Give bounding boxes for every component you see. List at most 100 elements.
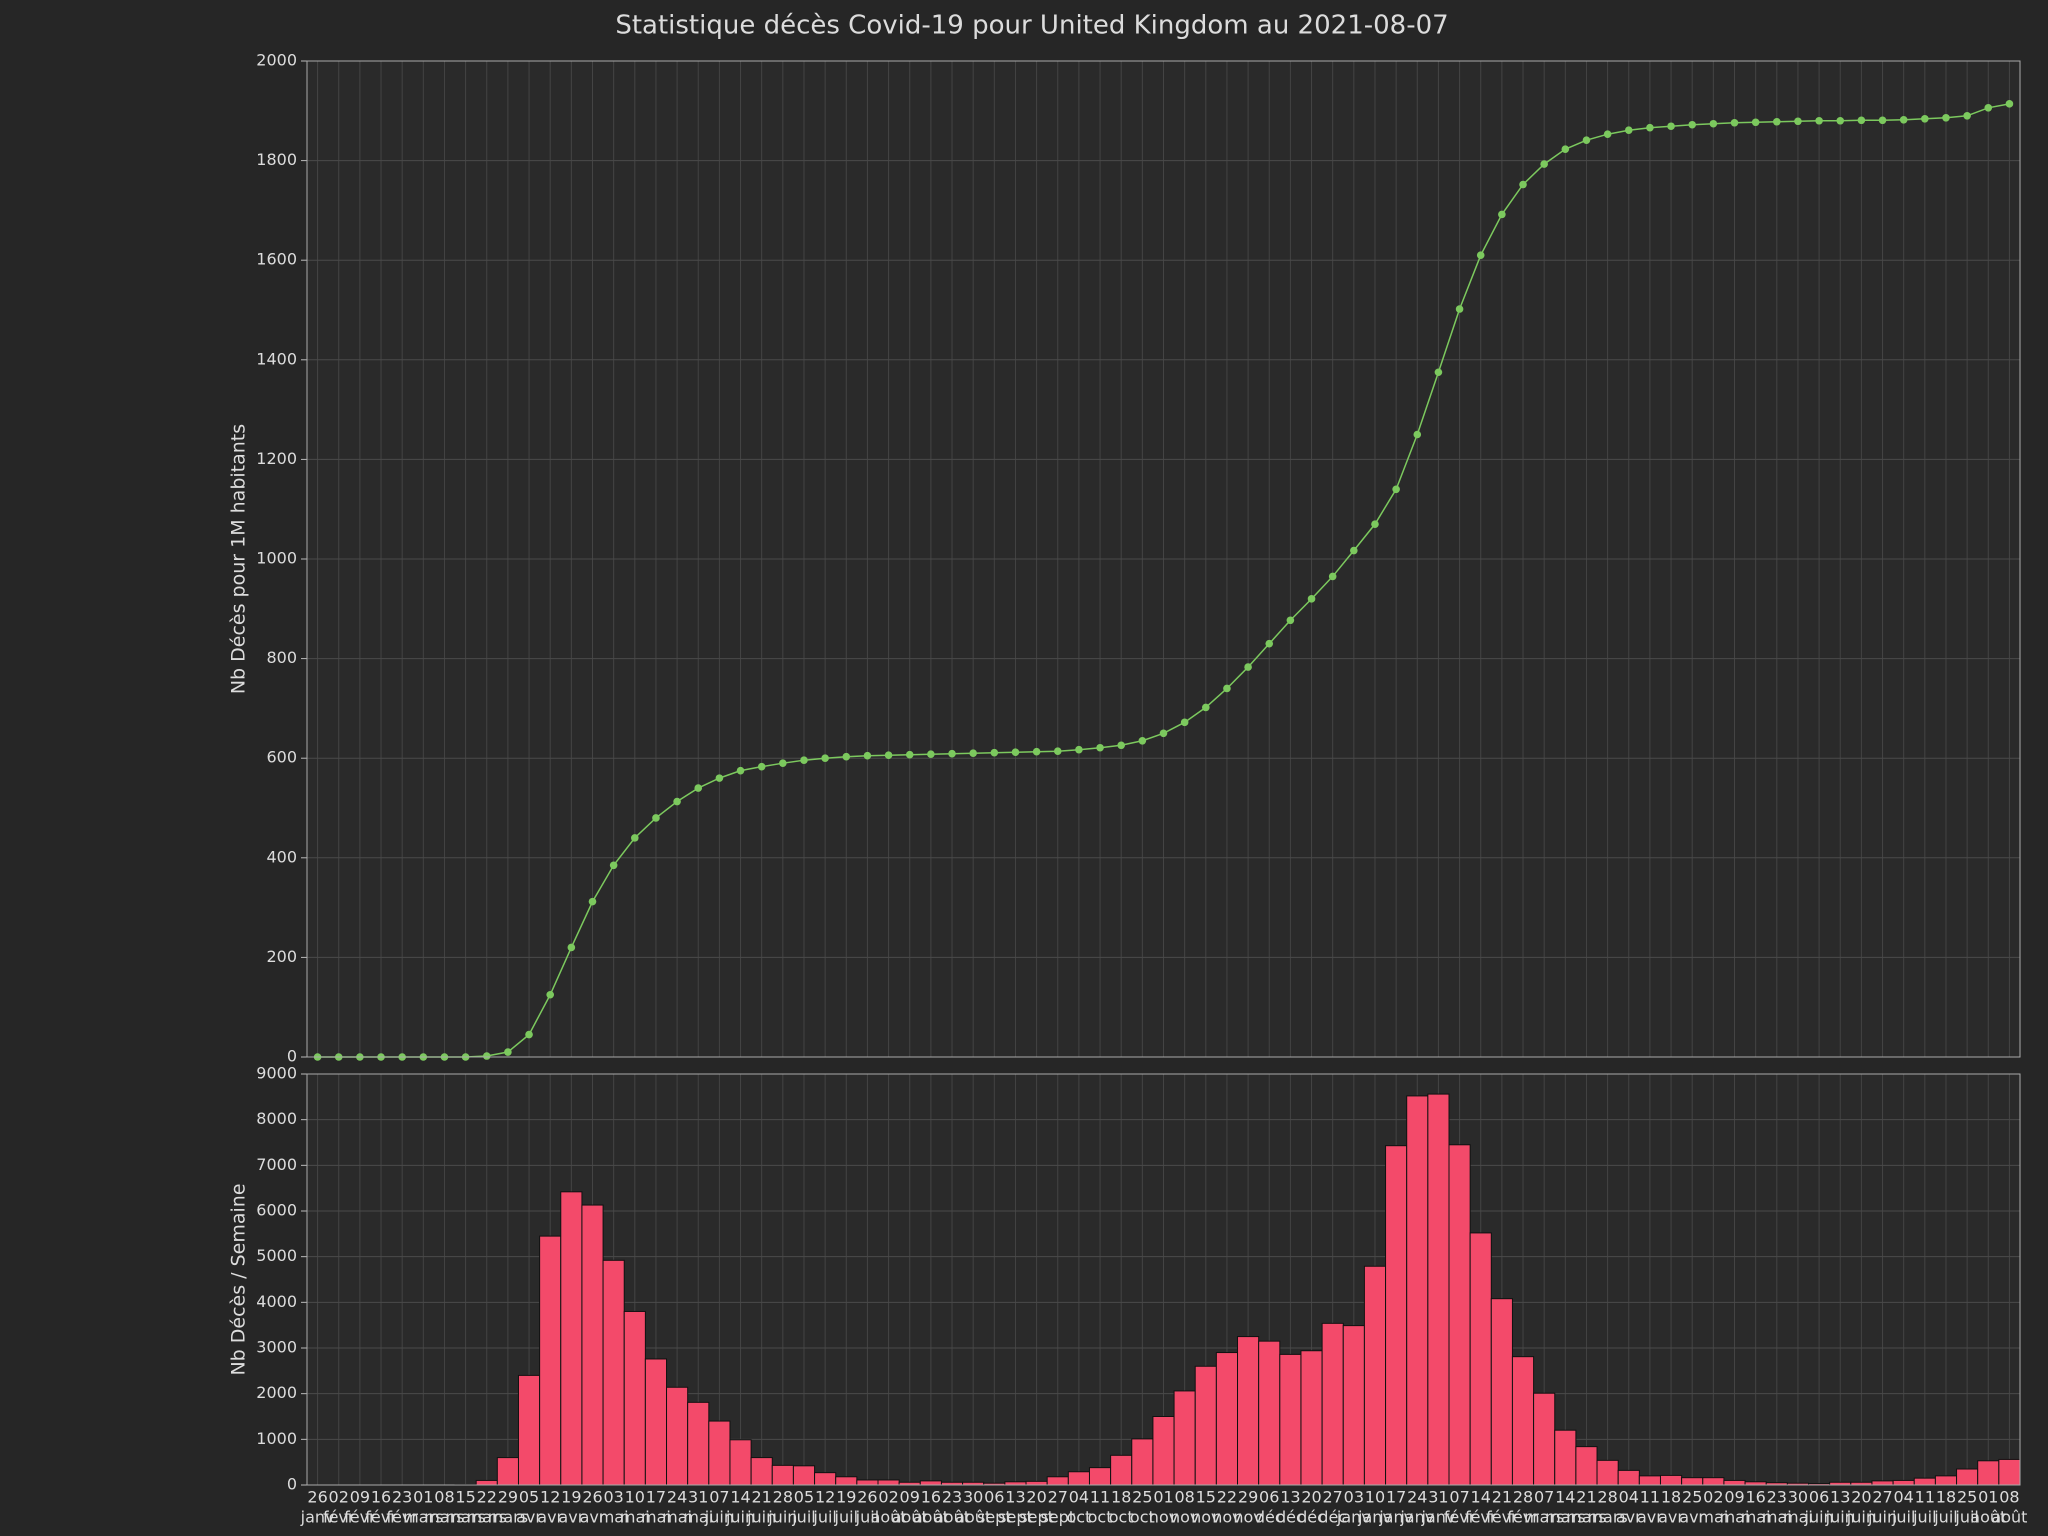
x-tick-month: avr [516, 1508, 542, 1527]
x-tick-month: avr [1637, 1508, 1663, 1527]
y-tick-label: 5000 [256, 1246, 297, 1265]
x-tick-month: oct [1066, 1508, 1091, 1527]
x-tick-month: avr [1616, 1508, 1642, 1527]
point [1180, 718, 1189, 727]
x-tick-month: mai [620, 1508, 650, 1527]
bar [1871, 1480, 1894, 1486]
x-tick-day: 06 [1259, 1488, 1279, 1507]
point [1286, 616, 1295, 625]
point [1667, 122, 1675, 131]
x-tick-month: avr [537, 1508, 563, 1527]
x-tick-day: 15 [1196, 1488, 1216, 1507]
x-tick-month: mars [467, 1508, 507, 1527]
bar [1934, 1475, 1958, 1486]
bar [1406, 1095, 1429, 1486]
x-tick-month: avr [580, 1508, 606, 1527]
bar [581, 1204, 604, 1486]
x-tick-month: déc [1255, 1508, 1284, 1527]
x-tick-day: 16 [921, 1488, 941, 1507]
y-tick-label: 200 [266, 947, 297, 966]
x-tick-month: janv [300, 1508, 335, 1527]
point [567, 943, 576, 952]
bar [1448, 1144, 1471, 1486]
bar [1681, 1477, 1704, 1486]
bar [919, 1480, 942, 1486]
x-tick-month: févr [1444, 1508, 1476, 1527]
x-tick-day: 12 [815, 1488, 835, 1507]
x-tick-month: avr [1658, 1508, 1684, 1527]
x-tick-day: 24 [667, 1488, 687, 1507]
bar [1533, 1392, 1556, 1486]
point [525, 1030, 533, 1039]
bar [1300, 1350, 1323, 1486]
point [736, 766, 745, 775]
bar [1025, 1480, 1048, 1486]
point [609, 861, 618, 870]
y-tick-label: 8000 [256, 1109, 297, 1128]
point [1519, 180, 1527, 189]
x-tick-day: 10 [625, 1488, 645, 1507]
point [779, 759, 787, 767]
y-tick-label: 1600 [256, 250, 297, 269]
point [1244, 663, 1252, 671]
x-tick-month: oct [1088, 1508, 1113, 1527]
y-tick-label: 4000 [256, 1292, 297, 1311]
point [1963, 111, 1971, 120]
point [1117, 741, 1126, 750]
point [1624, 126, 1633, 135]
x-tick-month: févr [386, 1508, 418, 1527]
x-tick-day: 17 [1386, 1488, 1406, 1507]
x-tick-month: mai [641, 1508, 671, 1527]
x-tick-day: 05 [519, 1488, 539, 1507]
plot-frame [306, 60, 2021, 1058]
bar [1511, 1356, 1535, 1486]
y-tick-label: 1000 [256, 549, 297, 568]
x-tick-month: févr [1465, 1508, 1497, 1527]
x-tick-day: 25 [1132, 1488, 1152, 1507]
x-tick-month: août [1970, 1508, 2006, 1527]
x-tick-day: 11 [1915, 1488, 1935, 1507]
x-tick-day: 21 [1576, 1488, 1596, 1507]
x-tick-month: juin [746, 1508, 776, 1527]
x-tick-day: 20 [1851, 1488, 1871, 1507]
bar [666, 1386, 689, 1486]
bar [1913, 1477, 1936, 1486]
x-tick-month: mai [599, 1508, 629, 1527]
x-tick-day: 23 [392, 1488, 412, 1507]
x-tick-month: août [892, 1508, 928, 1527]
point [1032, 747, 1041, 756]
point [1582, 136, 1591, 144]
x-tick-day: 30 [963, 1488, 983, 1507]
x-tick-day: 16 [371, 1488, 391, 1507]
point [546, 990, 555, 999]
y-tick-label: 600 [266, 748, 297, 767]
x-tick-month: sept [1040, 1508, 1075, 1527]
x-tick-day: 02 [1703, 1488, 1723, 1507]
point [694, 784, 703, 792]
x-tick-day: 30 [1788, 1488, 1808, 1507]
bar [1427, 1093, 1450, 1486]
x-tick-month: déc [1318, 1508, 1347, 1527]
bar [835, 1476, 858, 1486]
x-tick-day: 07 [709, 1488, 729, 1507]
x-tick-day: 07 [1449, 1488, 1469, 1507]
x-tick-month: mai [1698, 1508, 1728, 1527]
x-tick-day: 31 [688, 1488, 708, 1507]
x-tick-month: juil [1912, 1508, 1936, 1527]
x-tick-day: 29 [498, 1488, 518, 1507]
x-tick-day: 18 [1111, 1488, 1131, 1507]
x-tick-month: nov [1233, 1508, 1262, 1527]
x-tick-month: nov [1149, 1508, 1178, 1527]
x-tick-month: août [934, 1508, 970, 1527]
point [1751, 118, 1760, 127]
point [1223, 684, 1231, 693]
point [652, 814, 660, 822]
x-tick-day: 08 [1174, 1488, 1194, 1507]
y-tick-label: 1000 [256, 1429, 297, 1448]
point [1159, 729, 1168, 738]
x-tick-day: 23 [1767, 1488, 1787, 1507]
bar [1956, 1468, 1979, 1486]
x-tick-day: 26 [307, 1488, 327, 1507]
